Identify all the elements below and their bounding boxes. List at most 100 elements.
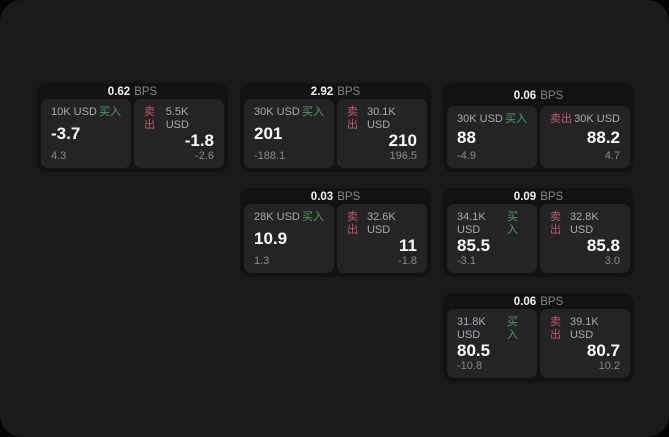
sell-tag: 卖出 (347, 210, 358, 236)
buy-panel-header: 28K USD 买入 (254, 211, 324, 224)
bps-header: 0.06 BPS (443, 83, 634, 106)
buy-sub-value: -10.8 (457, 359, 483, 372)
buy-sub-value: 1.3 (254, 254, 270, 267)
sell-panel-header: 卖出 30K USD (550, 113, 620, 126)
bps-unit-label: BPS (337, 85, 361, 98)
sell-panel-header: 卖出 32.6K USD (347, 211, 417, 237)
sell-sub-value: 10.2 (598, 359, 620, 372)
buy-value: 10.9 (254, 229, 288, 249)
sell-quote-panel[interactable]: 卖出 30.1K USD 210 196.5 (337, 98, 427, 168)
quote-card: 0.06 BPS 31.8K USD 买入 80.5 -10.8 卖出 39.1… (443, 293, 634, 382)
buy-panel-header: 30K USD 买入 (457, 113, 527, 126)
buy-sub-value: -3.1 (457, 254, 476, 267)
quote-panels: 28K USD 买入 10.9 1.3 卖出 32.6K USD 11 -1.8 (240, 203, 431, 277)
buy-panel-header: 10K USD 买入 (51, 106, 121, 119)
buy-amount: 10K USD (51, 105, 97, 118)
quote-panels: 30K USD 买入 88 -4.9 卖出 30K USD 88.2 4.7 (443, 106, 634, 172)
buy-tag: 买入 (99, 105, 121, 118)
bps-value: 2.92 (310, 85, 334, 98)
quote-card: 0.06 BPS 30K USD 买入 88 -4.9 卖出 30K USD 8… (443, 83, 634, 172)
sell-amount: 30K USD (574, 113, 620, 125)
sell-sub-value: 196.5 (389, 149, 417, 162)
bps-unit-label: BPS (540, 89, 564, 102)
bps-header: 0.09 BPS (443, 188, 634, 204)
sell-panel-header: 卖出 32.8K USD (550, 211, 620, 237)
quote-panels: 30K USD 买入 201 -188.1 卖出 30.1K USD 210 1… (240, 98, 431, 172)
sell-quote-panel[interactable]: 卖出 32.6K USD 11 -1.8 (337, 203, 427, 273)
sell-quote-panel[interactable]: 卖出 39.1K USD 80.7 10.2 (540, 308, 630, 378)
sell-quote-panel[interactable]: 卖出 5.5K USD -1.8 -2.6 (134, 98, 224, 168)
sell-sub-value: -1.8 (398, 254, 417, 267)
bps-unit-label: BPS (540, 190, 564, 203)
buy-amount: 31.8K USD (457, 315, 486, 341)
buy-sub-value: 4.3 (51, 149, 67, 162)
bps-header: 0.06 BPS (443, 293, 634, 309)
quote-card: 2.92 BPS 30K USD 买入 201 -188.1 卖出 30.1K … (240, 83, 431, 172)
buy-sub-value: -4.9 (457, 149, 476, 162)
sell-tag: 卖出 (347, 105, 358, 131)
buy-quote-panel[interactable]: 28K USD 买入 10.9 1.3 (244, 203, 334, 273)
sell-value: 210 (388, 131, 417, 151)
buy-quote-panel[interactable]: 34.1K USD 买入 85.5 -3.1 (447, 203, 537, 273)
buy-value: 201 (254, 124, 283, 144)
bps-value: 0.06 (513, 89, 537, 102)
sell-sub-value: -2.6 (195, 149, 214, 162)
quote-panels: 31.8K USD 买入 80.5 -10.8 卖出 39.1K USD 80.… (443, 308, 634, 382)
sell-amount: 32.8K USD (569, 210, 599, 236)
buy-value: 85.5 (457, 236, 491, 256)
buy-tag: 买入 (302, 210, 324, 223)
quote-panels: 10K USD 买入 -3.7 4.3 卖出 5.5K USD -1.8 -2.… (37, 98, 228, 172)
sell-amount: 5.5K USD (165, 105, 189, 131)
sell-panel-header: 卖出 30.1K USD (347, 106, 417, 132)
bps-value: 0.06 (513, 295, 537, 308)
sell-value: 85.8 (586, 236, 620, 256)
bps-unit-label: BPS (337, 190, 361, 203)
sell-amount: 32.6K USD (366, 210, 396, 236)
buy-quote-panel[interactable]: 30K USD 买入 88 -4.9 (447, 106, 537, 168)
buy-quote-panel[interactable]: 31.8K USD 买入 80.5 -10.8 (447, 308, 537, 378)
buy-quote-panel[interactable]: 30K USD 买入 201 -188.1 (244, 98, 334, 168)
sell-value: 11 (399, 236, 417, 256)
bps-header: 0.03 BPS (240, 188, 431, 204)
quote-card: 0.03 BPS 28K USD 买入 10.9 1.3 卖出 32.6K US… (240, 188, 431, 277)
bps-header: 2.92 BPS (240, 83, 431, 99)
buy-tag: 买入 (507, 210, 519, 236)
buy-panel-header: 30K USD 买入 (254, 106, 324, 119)
quote-card: 0.09 BPS 34.1K USD 买入 85.5 -3.1 卖出 32.8K… (443, 188, 634, 277)
buy-tag: 买入 (505, 113, 527, 125)
sell-quote-panel[interactable]: 卖出 30K USD 88.2 4.7 (540, 106, 630, 168)
sell-panel-header: 卖出 39.1K USD (550, 316, 620, 342)
buy-value: 88 (457, 128, 476, 148)
buy-amount: 30K USD (254, 105, 300, 118)
quote-card: 0.62 BPS 10K USD 买入 -3.7 4.3 卖出 5.5K USD… (37, 83, 228, 172)
buy-amount: 34.1K USD (457, 210, 486, 236)
sell-sub-value: 3.0 (604, 254, 620, 267)
buy-amount: 28K USD (254, 210, 300, 223)
sell-panel-header: 卖出 5.5K USD (144, 106, 214, 132)
bps-header: 0.62 BPS (37, 83, 228, 99)
buy-panel-header: 34.1K USD 买入 (457, 211, 527, 237)
sell-amount: 39.1K USD (569, 315, 599, 341)
sell-sub-value: 4.7 (604, 149, 620, 162)
bps-value: 0.62 (107, 85, 131, 98)
sell-quote-panel[interactable]: 卖出 32.8K USD 85.8 3.0 (540, 203, 630, 273)
sell-tag: 卖出 (550, 113, 572, 125)
quote-grid: 0.62 BPS 10K USD 买入 -3.7 4.3 卖出 5.5K USD… (37, 83, 634, 382)
bps-unit-label: BPS (134, 85, 158, 98)
sell-amount: 30.1K USD (366, 105, 396, 131)
buy-amount: 30K USD (457, 113, 503, 125)
buy-tag: 买入 (302, 105, 324, 118)
buy-quote-panel[interactable]: 10K USD 买入 -3.7 4.3 (41, 98, 131, 168)
bps-value: 0.09 (513, 190, 537, 203)
bps-value: 0.03 (310, 190, 334, 203)
buy-panel-header: 31.8K USD 买入 (457, 316, 527, 342)
quote-panels: 34.1K USD 买入 85.5 -3.1 卖出 32.8K USD 85.8… (443, 203, 634, 277)
sell-value: -1.8 (184, 131, 214, 151)
sell-tag: 卖出 (550, 315, 561, 341)
sell-tag: 卖出 (550, 210, 561, 236)
bps-unit-label: BPS (540, 295, 564, 308)
sell-value: 88.2 (586, 128, 620, 148)
buy-sub-value: -188.1 (254, 149, 286, 162)
buy-value: -3.7 (51, 124, 81, 144)
